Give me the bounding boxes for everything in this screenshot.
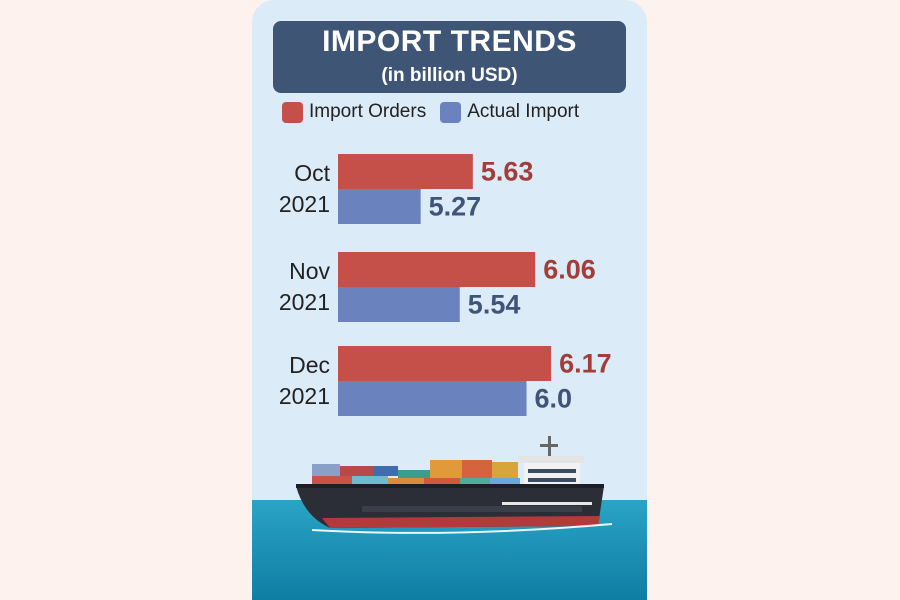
legend-item-actual-import: Actual Import xyxy=(440,101,579,123)
bar-chart: Oct 2021 5.63 5.27 Nov 2021 6.06 5.54 Dec 2021 6.1… xyxy=(279,154,612,416)
title-banner: IMPORT TRENDS (in billion USD) xyxy=(273,21,626,93)
bar-actual-import xyxy=(338,381,527,416)
legend-item-import-orders: Import Orders xyxy=(282,101,426,123)
bar-import-orders xyxy=(338,252,536,287)
bar-actual-import xyxy=(338,189,421,224)
bar-import-orders xyxy=(338,346,552,381)
legend: Import Orders Actual Import xyxy=(282,99,593,125)
legend-swatch-actual-import xyxy=(440,101,462,123)
infographic-card: IMPORT TRENDS (in billion USD) Import Or… xyxy=(252,0,647,600)
bar-import-orders xyxy=(338,154,473,189)
data-label-actual-import: 6.0 xyxy=(535,384,573,414)
category-label-month: Oct xyxy=(294,160,330,186)
category-label-year: 2021 xyxy=(279,383,330,409)
category-label-year: 2021 xyxy=(279,191,330,217)
legend-swatch-import-orders xyxy=(282,101,303,123)
chart-title: IMPORT TRENDS xyxy=(322,25,577,58)
category-label-month: Dec xyxy=(289,352,330,378)
data-label-actual-import: 5.54 xyxy=(468,290,521,320)
category-label-month: Nov xyxy=(289,258,330,284)
legend-label-actual-import: Actual Import xyxy=(467,101,580,122)
legend-label-import-orders: Import Orders xyxy=(309,101,427,122)
data-label-import-orders: 5.63 xyxy=(481,157,534,187)
bar-actual-import xyxy=(338,287,460,322)
data-label-import-orders: 6.06 xyxy=(543,255,596,285)
data-label-actual-import: 5.27 xyxy=(429,192,482,222)
category-label-year: 2021 xyxy=(279,289,330,315)
cargo-ship-illustration xyxy=(252,436,647,600)
data-label-import-orders: 6.17 xyxy=(559,349,612,379)
chart-subtitle: (in billion USD) xyxy=(381,65,518,86)
